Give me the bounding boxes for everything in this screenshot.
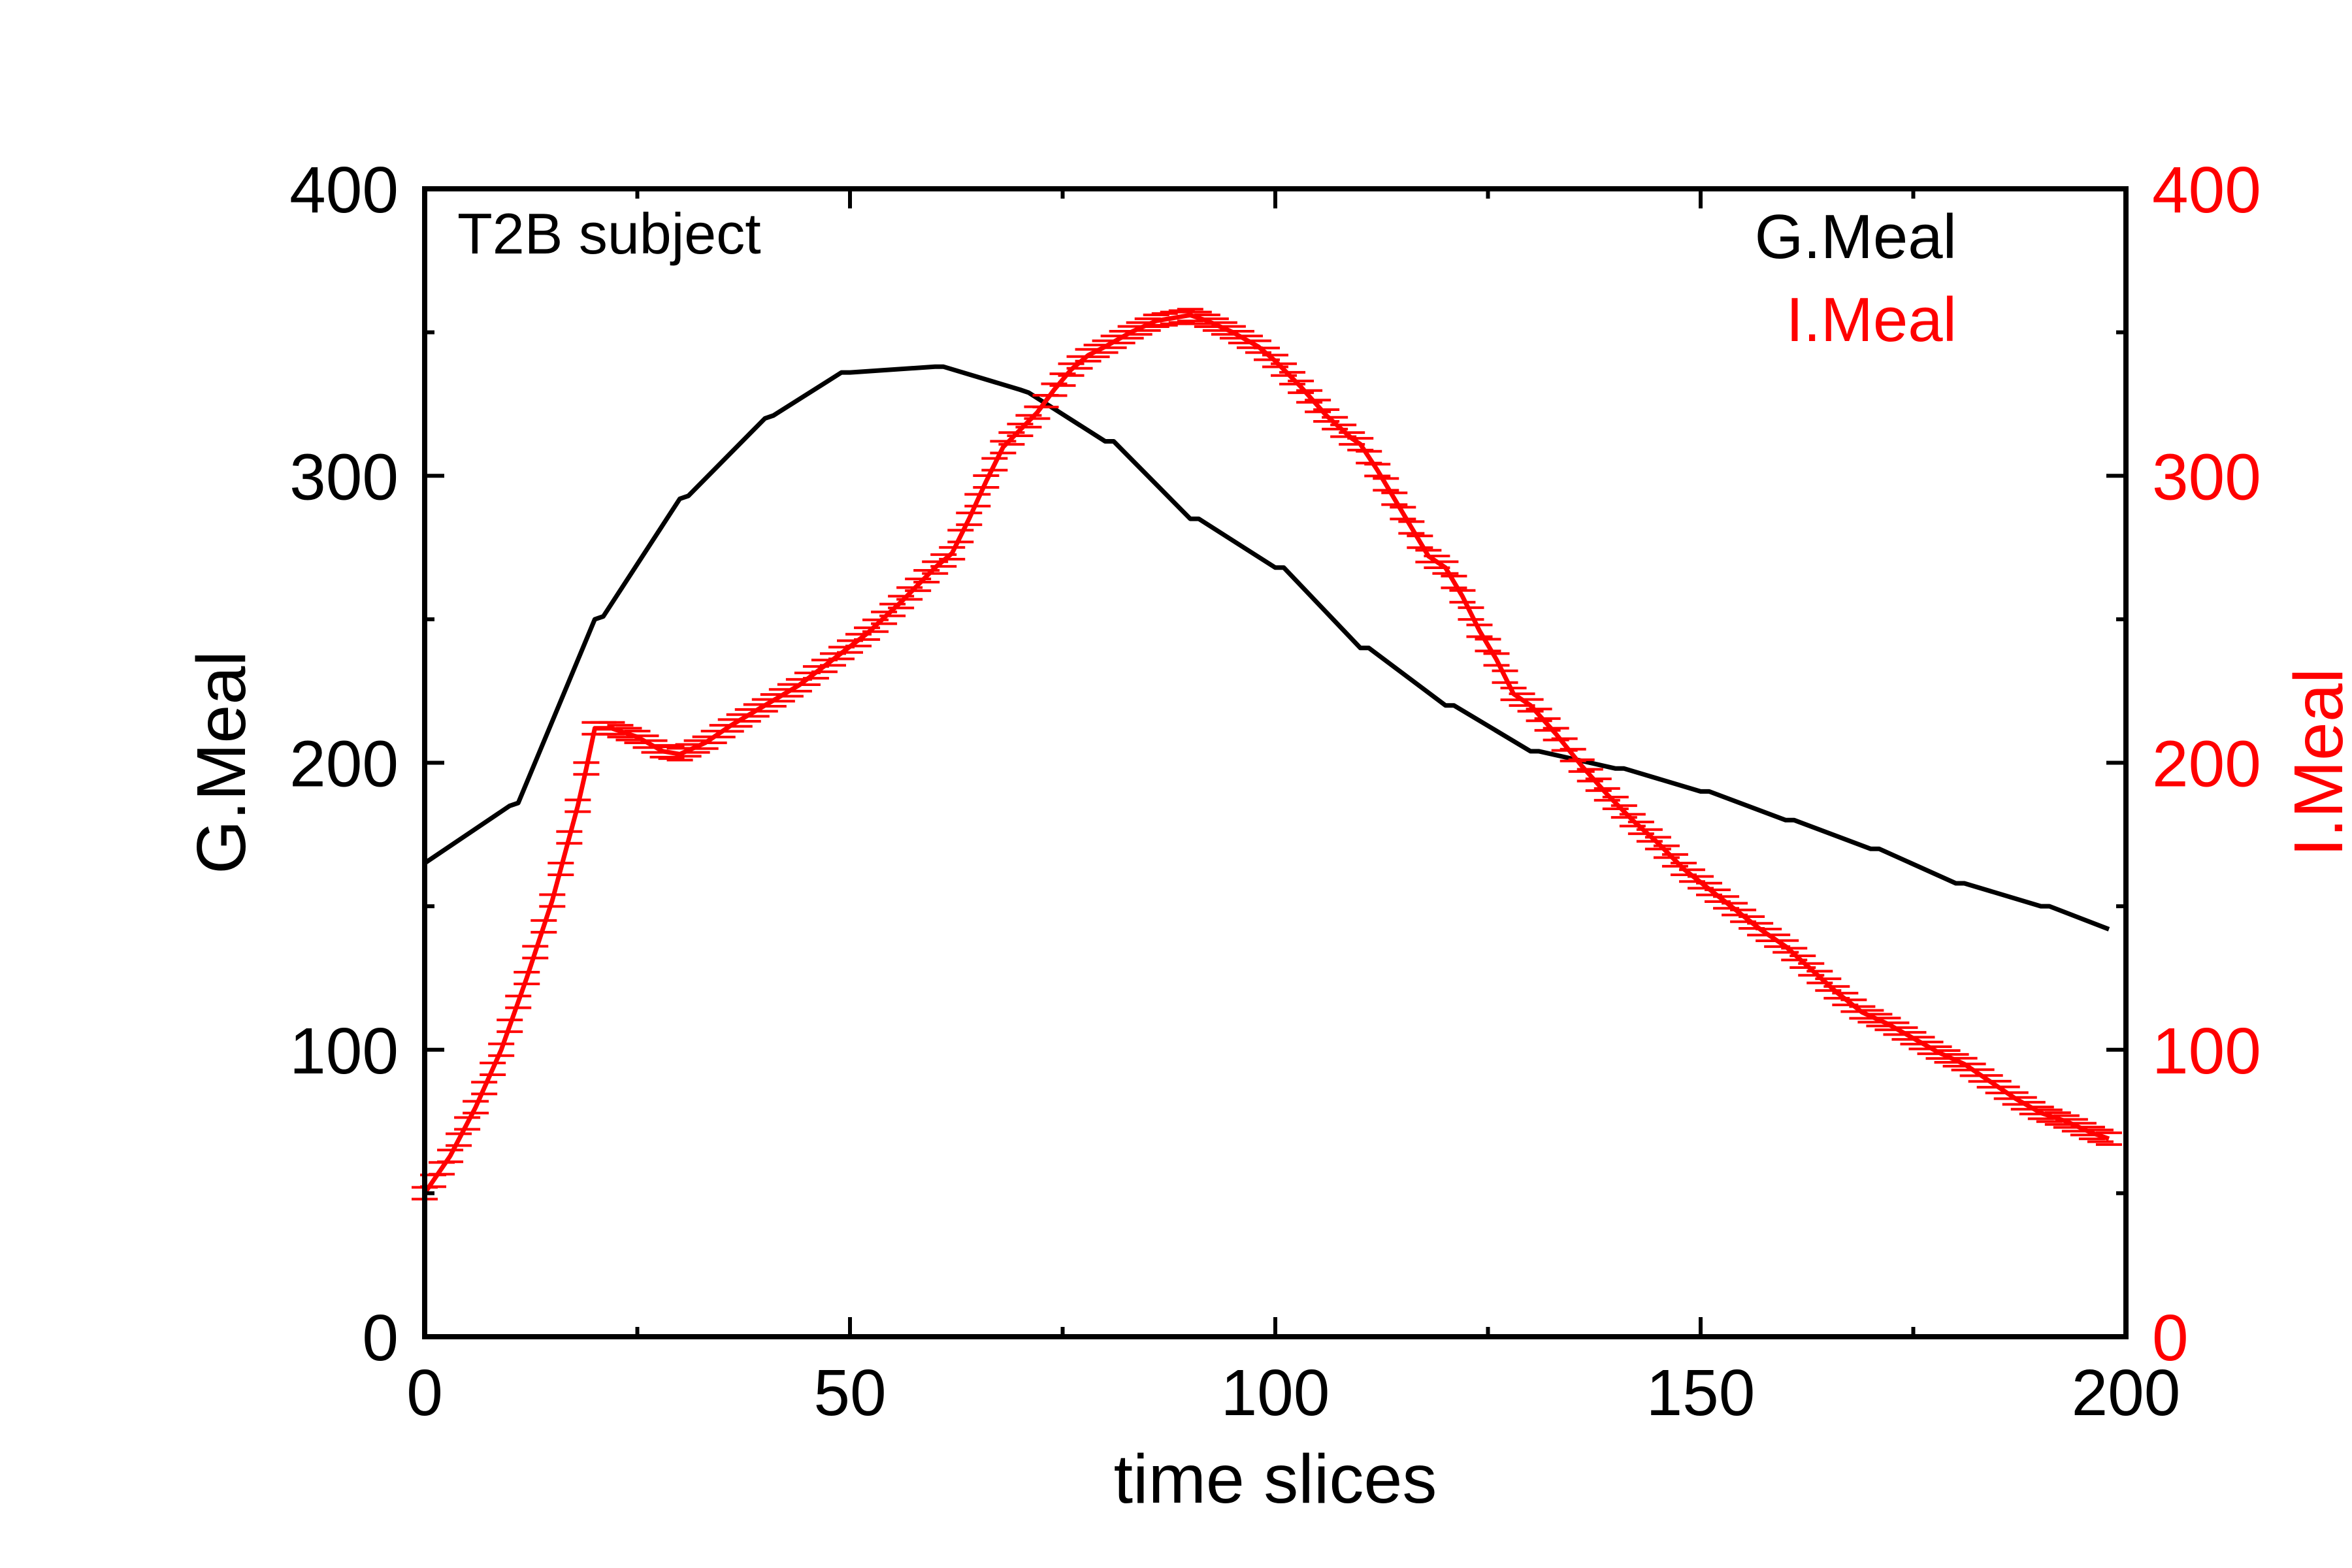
y-left-tick-label: 100 [289,1015,399,1088]
legend-i-meal: I.Meal [1786,285,1957,355]
g-meal-line [423,364,2110,932]
y-left-tick-labels: 0 100 200 300 400 [289,154,399,1375]
y-left-tick-label: 300 [289,440,399,514]
y-right-axis-title: I.Meal [2280,668,2352,857]
y-right-tick-label: 200 [2152,728,2261,801]
plot-frame [422,186,2129,1339]
x-tick-label: 0 [406,1356,443,1429]
y-right-tick-label: 0 [2152,1301,2189,1375]
y-right-tick-label: 100 [2152,1015,2261,1088]
y-right-tick-label: 300 [2152,440,2261,514]
series-g-meal [423,364,2110,932]
series-i-meal [412,308,2122,1201]
y-left-tick-label: 400 [289,154,399,227]
x-tick-label: 50 [813,1356,886,1429]
x-tick-label: 100 [1221,1356,1330,1429]
annotation-label: T2B subject [457,201,761,266]
x-tick-label: 200 [2072,1356,2181,1429]
legend-g-meal: G.Meal [1755,202,1957,272]
x-tick-label: 150 [1646,1356,1756,1429]
y-left-tick-label: 0 [362,1301,399,1375]
y-right-tick-labels: 0 100 200 300 400 [2152,154,2261,1375]
y-right-tick-label: 400 [2152,154,2261,227]
y-left-axis-title: G.Meal [183,651,260,874]
x-tick-labels: 0 50 100 150 200 [406,1356,2180,1429]
y-left-tick-label: 200 [289,728,399,801]
x-axis-title: time slices [1114,1441,1437,1518]
